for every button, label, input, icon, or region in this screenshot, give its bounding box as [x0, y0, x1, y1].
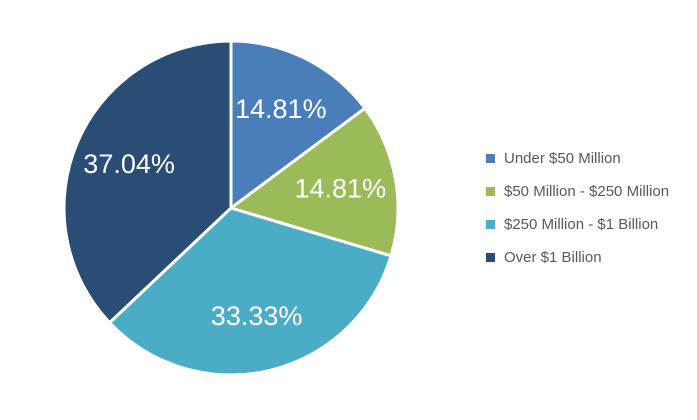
legend-label: Over $1 Billion	[504, 249, 602, 266]
pie-slice-2	[108, 206, 393, 377]
legend-label: Under $50 Million	[504, 150, 621, 167]
slice-percentage-label: 14.81%	[295, 174, 387, 204]
slice-percentage-label: 14.81%	[235, 94, 327, 124]
pie-slice-3	[62, 39, 233, 325]
legend-item-over-1-billion: Over $1 Billion	[486, 241, 669, 274]
slice-percentage-label: 33.33%	[211, 301, 303, 331]
legend-item-250-million-to-1-billion: $250 Million - $1 Billion	[486, 208, 669, 241]
legend-swatch-icon	[486, 187, 495, 196]
legend-item-50-to-250-million: $50 Million - $250 Million	[486, 175, 669, 208]
legend-label: $50 Million - $250 Million	[504, 183, 670, 200]
legend-swatch-icon	[486, 220, 495, 229]
legend-swatch-icon	[486, 154, 495, 163]
legend-item-under-50-million: Under $50 Million	[486, 142, 669, 175]
chart-legend: Under $50 Million $50 Million - $250 Mil…	[486, 142, 669, 274]
legend-swatch-icon	[486, 253, 495, 262]
pie-chart: 14.81% 14.81% 33.33% 37.04%	[62, 39, 400, 377]
legend-label: $250 Million - $1 Billion	[504, 216, 659, 233]
pie-slice-0	[229, 39, 367, 210]
slice-percentage-label: 37.04%	[83, 149, 175, 179]
